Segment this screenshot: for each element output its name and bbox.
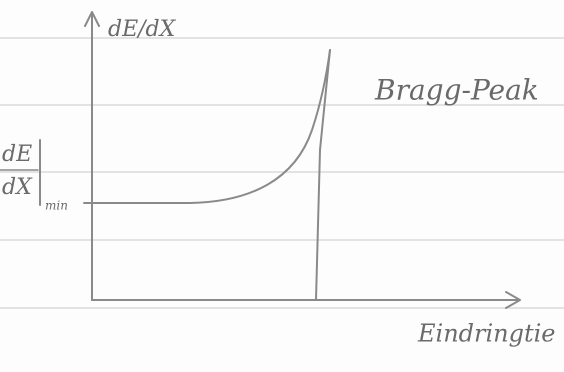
- paper: [0, 0, 564, 372]
- min-denominator: dX: [2, 175, 33, 200]
- sketch: dE/dX Bragg-Peak dE dX min Eindringtie: [0, 0, 564, 372]
- min-numerator: dE: [2, 142, 32, 167]
- bragg-peak-label: Bragg-Peak: [374, 74, 539, 107]
- x-axis-label: Eindringtie: [417, 320, 556, 348]
- min-subscript: min: [45, 199, 68, 213]
- y-axis-label: dE/dX: [108, 17, 177, 42]
